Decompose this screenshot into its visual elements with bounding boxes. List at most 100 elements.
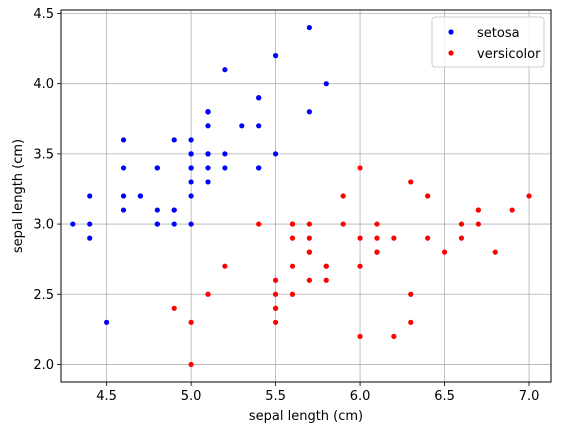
legend-marker-setosa <box>448 29 454 35</box>
setosa-point <box>188 221 194 227</box>
versicolor-point <box>441 249 448 255</box>
x-tick-label: 6.5 <box>434 389 455 404</box>
setosa-point <box>120 193 127 199</box>
versicolor-point <box>340 193 346 199</box>
versicolor-point <box>357 333 363 339</box>
setosa-point <box>222 151 228 157</box>
versicolor-point <box>475 221 481 227</box>
x-tick-label: 7.0 <box>519 389 540 404</box>
setosa-point <box>171 207 177 213</box>
versicolor-point <box>475 207 481 213</box>
setosa-point <box>205 151 211 157</box>
x-axis-label: sepal length (cm) <box>249 409 363 424</box>
versicolor-point <box>188 319 194 325</box>
versicolor-point <box>526 193 532 199</box>
setosa-point <box>188 151 194 157</box>
setosa-point <box>205 179 211 185</box>
versicolor-point <box>492 249 498 255</box>
y-tick-label: 4.0 <box>33 77 54 92</box>
setosa-point <box>104 319 110 325</box>
versicolor-point <box>340 221 346 227</box>
versicolor-point <box>458 221 465 227</box>
setosa-point <box>120 207 127 213</box>
setosa-point <box>70 221 76 227</box>
versicolor-point <box>171 305 177 311</box>
data-points <box>70 24 532 368</box>
versicolor-point <box>205 291 211 297</box>
y-tick-label: 4.5 <box>33 7 54 22</box>
versicolor-point <box>289 291 296 297</box>
setosa-point <box>306 24 312 31</box>
versicolor-point <box>256 221 262 227</box>
setosa-point <box>239 123 245 129</box>
versicolor-point <box>323 263 329 269</box>
setosa-point <box>205 109 211 115</box>
grid-lines <box>61 10 551 382</box>
legend-marker-versicolor <box>448 50 454 56</box>
versicolor-point <box>272 305 279 311</box>
setosa-point <box>137 193 144 199</box>
y-axis-ticks: 2.0 2.5 3.0 3.5 4.0 4.5 <box>33 7 61 373</box>
versicolor-point <box>458 235 465 241</box>
setosa-point <box>222 67 228 73</box>
versicolor-point <box>408 291 414 297</box>
y-tick-label: 2.0 <box>33 358 54 373</box>
series-setosa <box>70 24 329 325</box>
plot-frame <box>60 9 552 383</box>
versicolor-point <box>425 235 431 241</box>
x-axis-ticks: 4.5 5.0 5.5 6.0 6.5 7.0 <box>96 382 539 404</box>
y-tick-label: 3.0 <box>33 218 54 233</box>
versicolor-point <box>357 263 363 269</box>
versicolor-point <box>391 235 397 241</box>
versicolor-point <box>188 361 194 368</box>
setosa-point <box>272 151 279 157</box>
versicolor-point <box>272 277 279 283</box>
legend-label-versicolor: versicolor <box>477 47 541 62</box>
x-tick-label: 5.0 <box>181 389 202 404</box>
setosa-point <box>272 53 279 59</box>
setosa-point <box>205 165 211 171</box>
x-tick-label: 5.5 <box>265 389 286 404</box>
legend-box <box>431 16 545 68</box>
versicolor-point <box>509 207 515 213</box>
versicolor-point <box>289 235 296 241</box>
setosa-point <box>154 221 160 227</box>
versicolor-point <box>306 249 312 255</box>
setosa-point <box>222 165 228 171</box>
x-tick-label: 4.5 <box>96 389 117 404</box>
legend-label-setosa: setosa <box>477 26 520 41</box>
setosa-point <box>188 179 194 185</box>
setosa-point <box>306 109 312 115</box>
versicolor-point <box>306 235 312 241</box>
versicolor-point <box>357 235 363 241</box>
setosa-point <box>171 221 177 227</box>
versicolor-point <box>374 221 380 227</box>
versicolor-point <box>391 333 397 339</box>
legend: setosa versicolor <box>431 16 545 68</box>
versicolor-point <box>306 277 312 283</box>
setosa-point <box>154 165 160 171</box>
setosa-point <box>87 235 93 241</box>
setosa-point <box>256 95 262 101</box>
setosa-point <box>188 137 194 143</box>
setosa-point <box>323 81 329 87</box>
versicolor-point <box>408 319 414 325</box>
setosa-point <box>87 193 93 199</box>
versicolor-point <box>357 165 363 171</box>
y-tick-label: 2.5 <box>33 288 54 303</box>
versicolor-point <box>222 263 228 269</box>
versicolor-point <box>374 249 380 255</box>
versicolor-point <box>289 221 296 227</box>
versicolor-point <box>374 235 380 241</box>
setosa-point <box>87 221 93 227</box>
setosa-point <box>171 137 177 143</box>
setosa-point <box>188 193 194 199</box>
versicolor-point <box>272 319 279 325</box>
setosa-point <box>256 123 262 129</box>
setosa-point <box>120 137 127 143</box>
y-axis-label: sepal length (cm) <box>11 139 26 253</box>
setosa-point <box>188 165 194 171</box>
setosa-point <box>205 123 211 129</box>
x-tick-label: 6.0 <box>350 389 371 404</box>
